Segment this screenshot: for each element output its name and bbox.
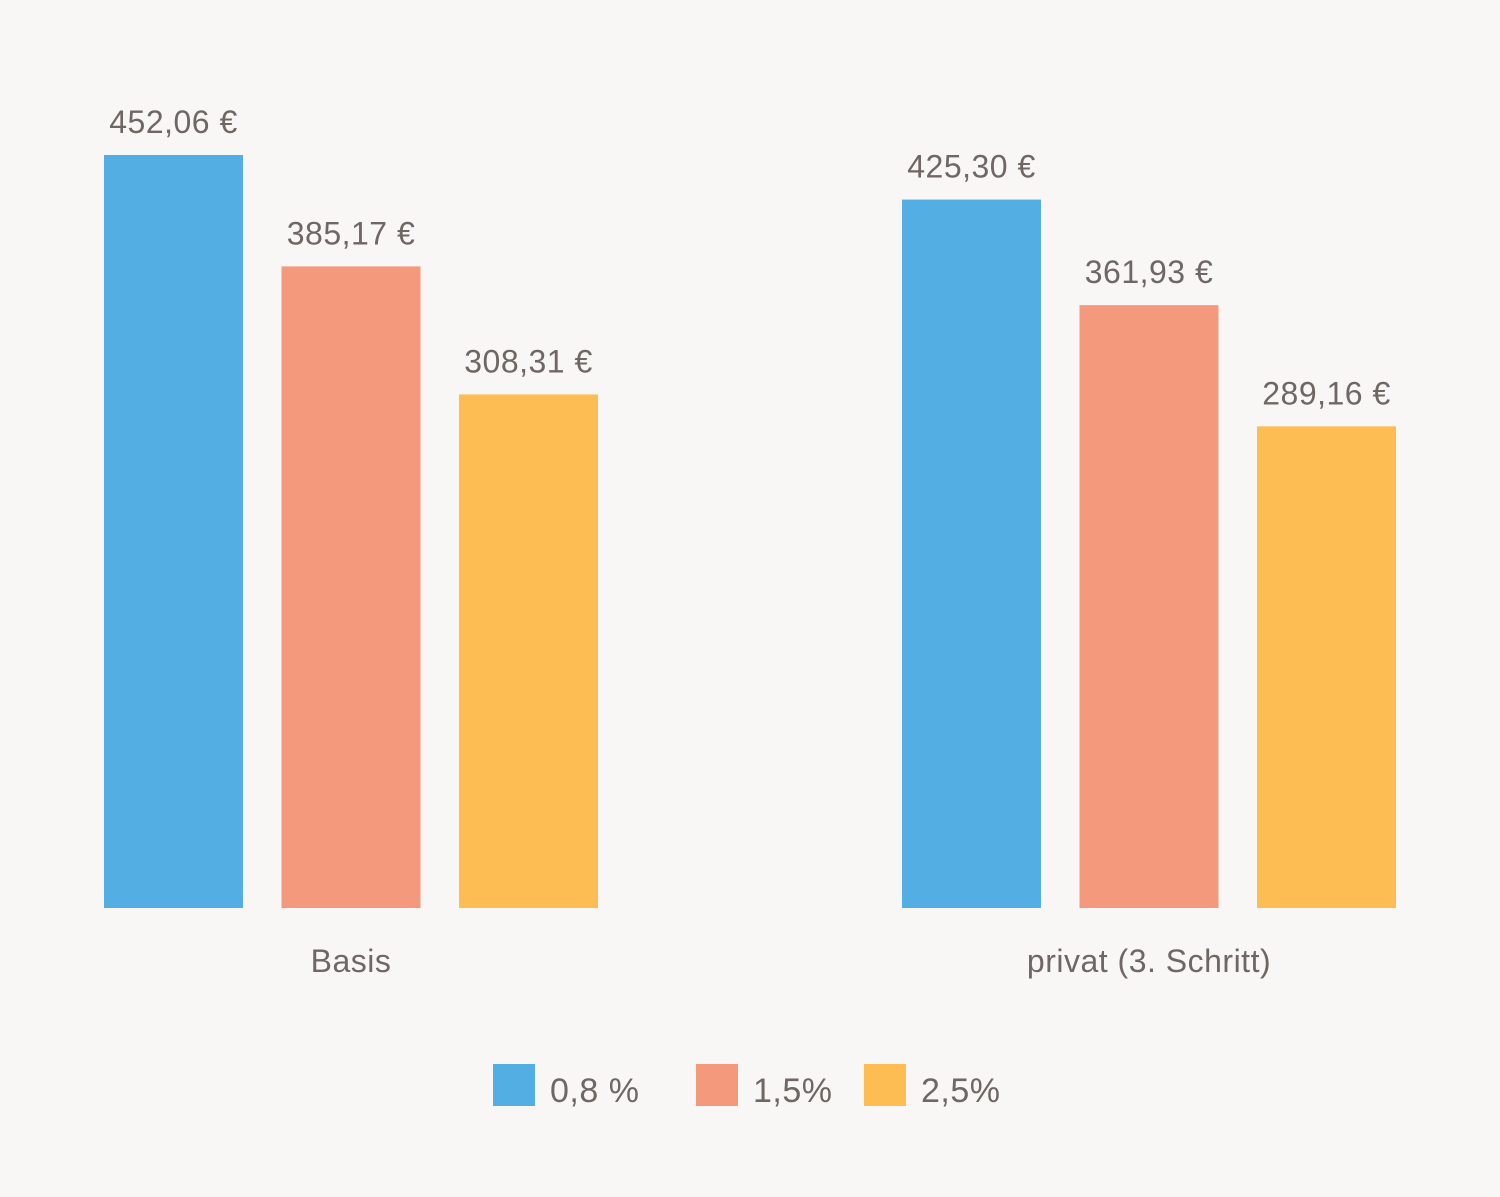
bar-2-1 [902, 199, 1041, 909]
legend-label-1: 0,8 % [550, 1072, 639, 1110]
legend-label-3: 2,5% [921, 1072, 1001, 1110]
value-label-2-3: 289,16 € [1262, 375, 1391, 411]
value-label-2-1: 425,30 € [907, 149, 1036, 185]
value-label-1-1: 452,06 € [109, 104, 238, 140]
value-label-1-3: 308,31 € [464, 343, 593, 379]
legend-label-2: 1,5% [753, 1072, 833, 1110]
legend-swatch-3 [864, 1064, 906, 1106]
bars-group [104, 155, 1396, 909]
value-labels-group: 452,06 € 385,17 € 308,31 € 425,30 € 361,93 €… [109, 104, 1391, 411]
bar-1-2 [281, 266, 421, 909]
value-label-1-2: 385,17 € [287, 215, 416, 251]
bar-2-2 [1079, 305, 1219, 909]
bar-1-3 [459, 394, 598, 908]
legend-swatch-1 [493, 1064, 535, 1106]
category-labels-group: Basis privat (3. Schritt) [311, 943, 1271, 979]
legend: 0,8 % 1,5% 2,5% [493, 1064, 1001, 1110]
value-label-2-2: 361,93 € [1085, 254, 1214, 290]
category-label-1: Basis [311, 943, 392, 979]
bar-1-1 [104, 155, 243, 908]
legend-swatch-2 [696, 1064, 738, 1106]
bar-2-3 [1257, 426, 1396, 908]
category-label-2: privat (3. Schritt) [1027, 943, 1271, 979]
